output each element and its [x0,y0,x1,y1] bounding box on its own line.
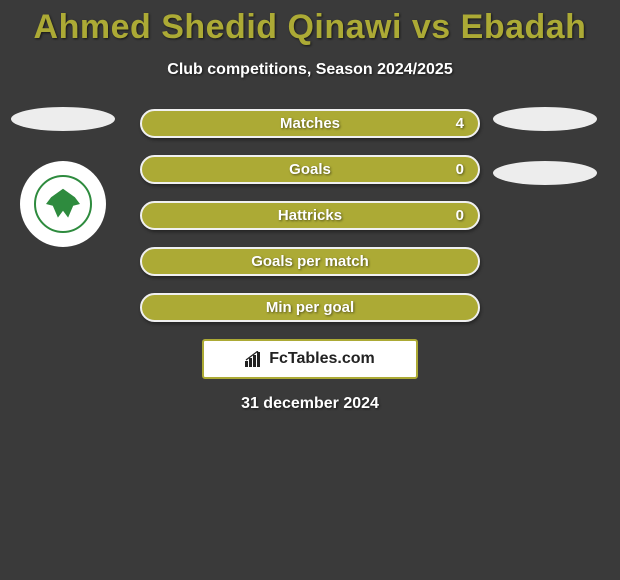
player-left-placeholder [11,107,115,131]
stat-label: Matches [280,115,340,132]
brand-logo-text: FcTables.com [269,350,375,368]
club-badge-left [20,161,106,247]
snapshot-date: 31 december 2024 [0,395,620,413]
bar-chart-icon [245,351,263,367]
comparison-panel: Matches 4 Goals 0 Hattricks 0 Goals per … [0,109,620,413]
stat-value: 0 [456,161,464,178]
brand-logo-box: FcTables.com [202,339,418,379]
player-left-column [8,107,118,247]
stat-label: Goals [289,161,331,178]
stat-bar: Goals per match [140,247,480,276]
stat-bar: Matches 4 [140,109,480,138]
season-subtitle: Club competitions, Season 2024/2025 [0,61,620,79]
player-right-column [490,107,600,215]
player-right-placeholder-2 [493,161,597,185]
stat-bar: Hattricks 0 [140,201,480,230]
stat-label: Min per goal [266,299,354,316]
player-right-placeholder-1 [493,107,597,131]
eagle-crest-icon [34,175,92,233]
stat-bar: Goals 0 [140,155,480,184]
stat-bar: Min per goal [140,293,480,322]
stat-bars: Matches 4 Goals 0 Hattricks 0 Goals per … [140,109,480,322]
stat-label: Goals per match [251,253,369,270]
stat-label: Hattricks [278,207,342,224]
stat-value: 0 [456,207,464,224]
comparison-title: Ahmed Shedid Qinawi vs Ebadah [0,0,620,47]
stat-value: 4 [456,115,464,132]
